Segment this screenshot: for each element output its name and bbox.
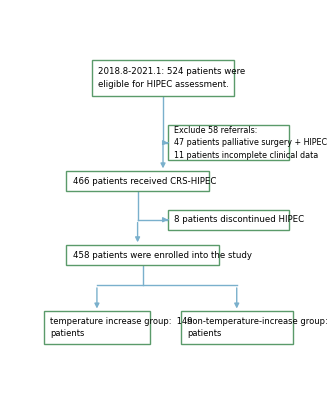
FancyBboxPatch shape <box>168 210 289 230</box>
FancyBboxPatch shape <box>92 60 234 96</box>
Text: 8 patients discontinued HIPEC: 8 patients discontinued HIPEC <box>174 215 305 224</box>
Text: 458 patients were enrolled into the study: 458 patients were enrolled into the stud… <box>73 251 252 260</box>
Text: Exclude 58 referrals:
47 patients palliative surgery + HIPEC
11 patients incompl: Exclude 58 referrals: 47 patients pallia… <box>174 126 328 160</box>
Text: 466 patients received CRS-HIPEC: 466 patients received CRS-HIPEC <box>73 177 216 186</box>
FancyBboxPatch shape <box>181 311 293 344</box>
Text: 2018.8-2021.1: 524 patients were
eligible for HIPEC assessment.: 2018.8-2021.1: 524 patients were eligibl… <box>98 67 245 89</box>
FancyBboxPatch shape <box>44 311 150 344</box>
Text: non-temperature-increase group:  309
patients: non-temperature-increase group: 309 pati… <box>187 317 328 338</box>
FancyBboxPatch shape <box>66 245 219 265</box>
FancyBboxPatch shape <box>168 125 289 160</box>
Text: temperature increase group:  149
patients: temperature increase group: 149 patients <box>50 317 193 338</box>
FancyBboxPatch shape <box>66 171 209 191</box>
